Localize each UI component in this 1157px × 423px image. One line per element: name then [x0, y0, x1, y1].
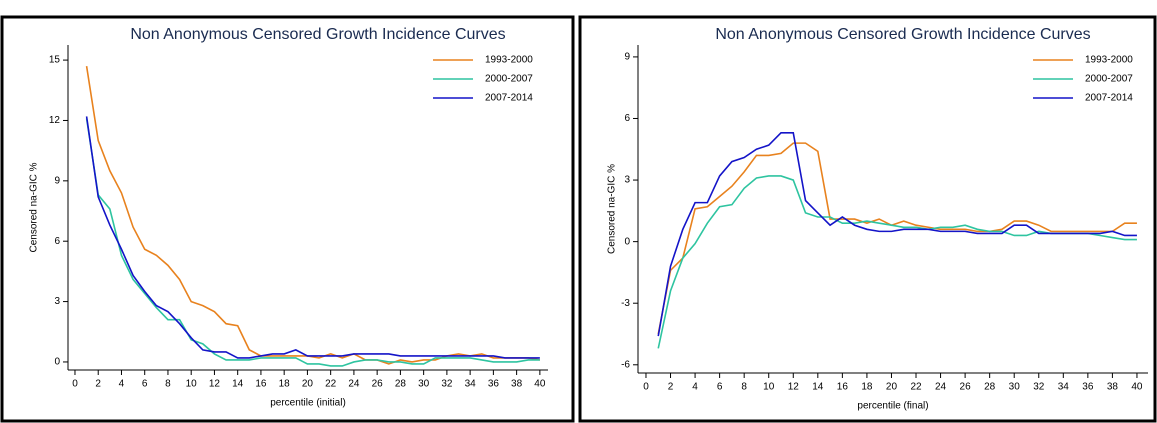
legend-label: 2007-2014 — [485, 93, 533, 104]
y-tick-label: 0 — [624, 236, 630, 247]
series-line — [85, 66, 541, 365]
x-tick-label: 14 — [812, 382, 824, 393]
x-tick-label: 20 — [886, 382, 898, 393]
x-tick-label: 32 — [441, 379, 453, 390]
x-tick-label: 12 — [788, 382, 800, 393]
x-tick-label: 30 — [418, 379, 430, 390]
x-tick-label: 22 — [910, 382, 922, 393]
y-tick-label: 6 — [624, 113, 630, 124]
x-tick-label: 38 — [1107, 382, 1119, 393]
y-axis-label: Censored na-GIC % — [29, 162, 40, 252]
y-tick-label: 6 — [54, 236, 60, 247]
x-tick-label: 8 — [165, 379, 171, 390]
x-tick-label: 32 — [1033, 382, 1045, 393]
x-tick-label: 18 — [861, 382, 873, 393]
series-line — [657, 132, 1137, 337]
x-tick-label: 14 — [232, 379, 244, 390]
x-tick-label: 6 — [717, 382, 723, 393]
x-tick-label: 26 — [960, 382, 972, 393]
x-tick-label: 38 — [511, 379, 523, 390]
x-tick-label: 2 — [668, 382, 674, 393]
y-axis-label: Censored na-GIC % — [607, 164, 618, 254]
y-tick-label: -6 — [621, 359, 630, 370]
x-tick-label: 30 — [1009, 382, 1021, 393]
x-tick-label: 16 — [255, 379, 267, 390]
series-line — [657, 142, 1137, 335]
x-tick-label: 34 — [1058, 382, 1070, 393]
x-tick-label: 28 — [984, 382, 996, 393]
y-tick-label: 3 — [624, 175, 630, 186]
x-tick-label: 36 — [488, 379, 500, 390]
legend-label: 2007-2014 — [1085, 93, 1133, 104]
legend-label: 1993-2000 — [485, 55, 533, 66]
y-tick-label: 9 — [624, 52, 630, 63]
chart-title: Non Anonymous Censored Growth Incidence … — [715, 26, 1090, 43]
x-axis-label: percentile (initial) — [270, 398, 346, 409]
x-tick-label: 34 — [465, 379, 477, 390]
y-tick-label: 0 — [54, 357, 60, 368]
y-tick-label: -3 — [621, 298, 630, 309]
panel-frame — [0, 15, 575, 423]
x-tick-label: 4 — [692, 382, 698, 393]
x-tick-label: 18 — [279, 379, 291, 390]
y-tick-label: 9 — [54, 175, 60, 186]
x-tick-label: 20 — [302, 379, 314, 390]
x-tick-label: 4 — [119, 379, 125, 390]
x-tick-label: 36 — [1082, 382, 1094, 393]
series-line — [85, 118, 540, 367]
legend-label: 2000-2007 — [1085, 74, 1133, 85]
x-tick-label: 0 — [643, 382, 649, 393]
x-tick-label: 16 — [837, 382, 849, 393]
chart-title: Non Anonymous Censored Growth Incidence … — [130, 26, 505, 43]
x-axis-label: percentile (final) — [857, 401, 928, 412]
x-tick-label: 28 — [395, 379, 407, 390]
y-tick-label: 12 — [49, 115, 61, 126]
x-tick-label: 40 — [534, 379, 546, 390]
panel-frame — [578, 15, 1157, 423]
x-tick-label: 24 — [348, 379, 360, 390]
legend-label: 1993-2000 — [1085, 55, 1133, 66]
x-tick-label: 22 — [325, 379, 337, 390]
x-tick-label: 24 — [935, 382, 947, 393]
x-tick-label: 8 — [741, 382, 747, 393]
x-tick-label: 10 — [763, 382, 775, 393]
x-tick-label: 10 — [186, 379, 198, 390]
x-tick-label: 6 — [142, 379, 148, 390]
x-tick-label: 0 — [72, 379, 78, 390]
y-tick-label: 15 — [49, 55, 61, 66]
x-tick-label: 12 — [209, 379, 221, 390]
series-line — [85, 116, 540, 359]
x-tick-label: 40 — [1131, 382, 1143, 393]
legend-label: 2000-2007 — [485, 74, 533, 85]
x-tick-label: 26 — [372, 379, 384, 390]
x-tick-label: 2 — [95, 379, 101, 390]
chart: Non Anonymous Censored Growth Incidence … — [0, 15, 575, 423]
chart: Non Anonymous Censored Growth Incidence … — [578, 15, 1157, 423]
y-tick-label: 3 — [54, 296, 60, 307]
